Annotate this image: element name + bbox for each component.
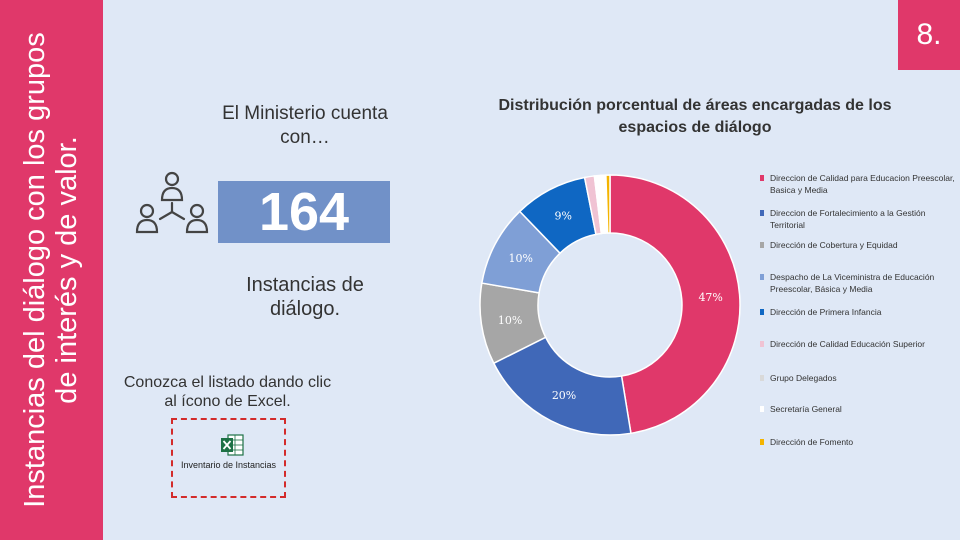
- legend-label: Secretaría General: [770, 404, 842, 414]
- legend-label: Grupo Delegados: [770, 373, 837, 383]
- donut-slice-label: 10%: [508, 252, 532, 265]
- donut-slice: [492, 336, 632, 436]
- legend-label: Direccion de Fortalecimiento a la Gestió…: [770, 208, 926, 230]
- sidebar: Instancias del diálogo con los grupos de…: [0, 0, 103, 540]
- donut-slice: [609, 174, 741, 435]
- legend-swatch: [760, 341, 764, 347]
- sidebar-title: Instancias del diálogo con los grupos de…: [19, 32, 83, 508]
- legend-label: Dirección de Primera Infancia: [770, 307, 882, 317]
- donut-slice-label: 10%: [498, 314, 522, 327]
- donut-slice-label: 47%: [698, 291, 722, 304]
- legend-swatch: [760, 375, 764, 381]
- legend-swatch: [760, 274, 764, 280]
- instances-count: 164: [218, 181, 390, 243]
- legend-item: Secretaría General: [760, 403, 955, 415]
- legend-item: Dirección de Primera Infancia: [760, 306, 955, 318]
- legend-label: Dirección de Cobertura y Equidad: [770, 240, 898, 250]
- legend-swatch: [760, 210, 764, 216]
- legend-item: Dirección de Calidad Educación Superior: [760, 338, 955, 350]
- legend-item: Direccion de Calidad para Educacion Pree…: [760, 172, 955, 196]
- legend-label: Dirección de Calidad Educación Superior: [770, 339, 925, 349]
- legend-item: Grupo Delegados: [760, 372, 955, 384]
- legend-swatch: [760, 406, 764, 412]
- legend-swatch: [760, 439, 764, 445]
- legend-item: Despacho de La Viceministra de Educación…: [760, 271, 955, 295]
- legend-item: Dirección de Cobertura y Equidad: [760, 239, 955, 251]
- people-network-icon: [135, 171, 209, 234]
- legend-item: Direccion de Fortalecimiento a la Gestió…: [760, 207, 955, 231]
- donut-slice: [605, 174, 611, 234]
- legend-label: Dirección de Fomento: [770, 437, 854, 447]
- page-number-badge: 8.: [898, 0, 960, 70]
- instances-label: Instancias de diálogo.: [246, 274, 364, 320]
- excel-file-label[interactable]: Inventario de Instancias: [180, 460, 277, 470]
- legend-label: Despacho de La Viceministra de Educación…: [770, 272, 935, 294]
- legend-item: Dirección de Fomento: [760, 436, 955, 448]
- donut-slice-label: 20%: [552, 389, 576, 402]
- donut-chart: 47% 20% 10% 10% 9%: [479, 174, 741, 436]
- excel-file-icon[interactable]: [220, 434, 244, 456]
- legend-swatch: [760, 175, 764, 181]
- donut-slice-label: 9%: [554, 210, 571, 223]
- legend-swatch: [760, 309, 764, 315]
- intro-text: El Ministerio cuenta con…: [222, 103, 388, 148]
- excel-download-link[interactable]: Inventario de Instancias: [171, 418, 286, 498]
- legend-label: Direccion de Calidad para Educacion Pree…: [770, 173, 955, 195]
- excel-instruction: Conozca el listado dando clic al ícono d…: [123, 374, 332, 410]
- legend-swatch: [760, 242, 764, 248]
- chart-title: Distribución porcentual de áreas encarga…: [498, 97, 892, 136]
